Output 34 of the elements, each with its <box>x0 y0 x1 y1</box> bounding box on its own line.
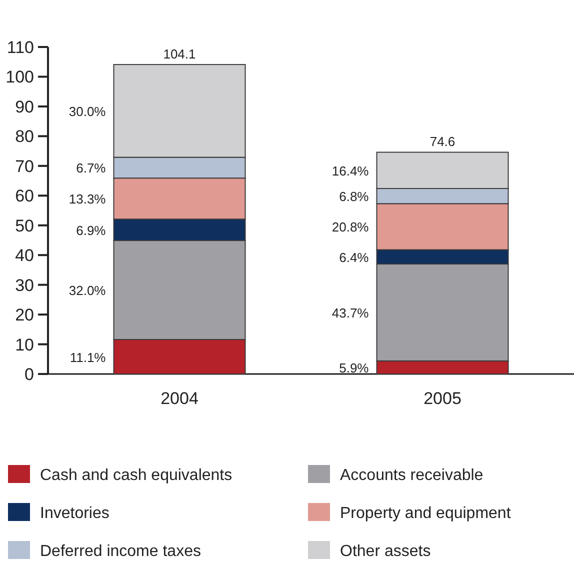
legend-label: Accounts receivable <box>340 467 484 484</box>
annotation: 30.0% <box>68 104 106 119</box>
annotation: 6.7% <box>76 160 106 176</box>
legend-label: Property and equipment <box>340 505 512 522</box>
y-tick-label: 80 <box>15 127 34 146</box>
annotation: 32.0% <box>68 283 106 298</box>
y-tick-label: 110 <box>6 38 34 57</box>
legend-label: Deferred income taxes <box>40 543 201 560</box>
annotation: 13.3% <box>68 192 106 207</box>
x-tick-label: 2004 <box>160 389 198 408</box>
y-tick-label: 0 <box>24 365 34 384</box>
annotation: 20.8% <box>332 220 370 235</box>
legend-label: Other assets <box>340 543 431 560</box>
y-tick-label: 90 <box>15 97 34 116</box>
y-tick-label: 60 <box>15 186 34 206</box>
x-tick-label: 2005 <box>424 389 462 408</box>
annotation: 43.7% <box>332 305 370 320</box>
y-tick-label: 20 <box>15 306 34 325</box>
total-label: 74.6 <box>430 134 456 150</box>
total-label: 104.1 <box>163 46 196 62</box>
y-tick-label: 30 <box>15 276 34 295</box>
annotation: 6.8% <box>339 189 370 204</box>
y-tick-label: 50 <box>15 216 34 236</box>
annotation: 6.4% <box>339 250 370 265</box>
y-tick-label: 70 <box>15 156 34 176</box>
annotation: 6.9% <box>76 222 106 238</box>
y-tick-label: 40 <box>15 246 34 266</box>
legend-label: Invetories <box>40 505 110 522</box>
annotation: 11.1% <box>70 350 106 365</box>
y-tick-label: 10 <box>15 335 34 354</box>
y-tick-label: 100 <box>6 68 34 87</box>
annotation: 5.9% <box>339 360 370 376</box>
annotation: 16.4% <box>332 163 370 178</box>
legend-label: Cash and cash equivalents <box>40 467 232 484</box>
